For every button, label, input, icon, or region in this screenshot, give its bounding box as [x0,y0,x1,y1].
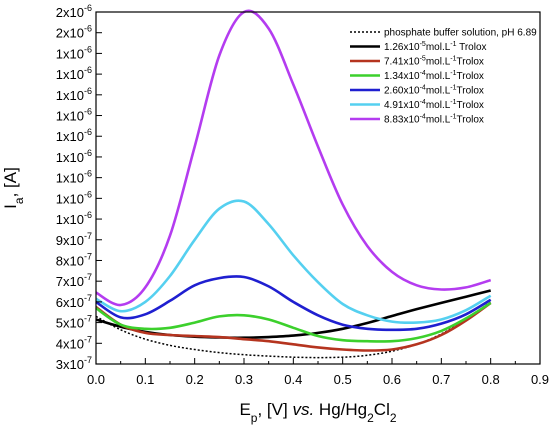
y-tick-label: 1x10-6 [56,148,92,165]
x-axis-title-sub: p [251,411,258,425]
x-tick-label: 0.3 [235,372,253,387]
legend-label-1: phosphate buffer solution, pH 6.89 [384,28,537,39]
series-line-4 [95,301,492,343]
y-tick-label: 2x10-6 [56,3,92,20]
series-line-7 [95,9,492,307]
y-tick-label: 1x10-6 [56,44,92,61]
x-tick-label: 0.2 [186,372,204,387]
x-axis-title-ref-b: Cl [374,400,390,419]
ticks-layer: 0.0 0.1 0.2 0.3 0.4 0.5 0.6 0.7 0.8 0.9 3x10-7 4x10… [56,3,549,387]
x-tick-label: 0.6 [383,372,401,387]
y-tick-label: 3x10-7 [56,355,92,372]
x-tick-label: 0.0 [87,372,105,387]
y-tick-label: 1x10-6 [56,189,92,206]
x-axis-title-italic: vs. [292,400,314,419]
x-tick-label: 0.5 [334,372,352,387]
x-axis-title-ref-sub2: 2 [390,411,397,425]
series-layer [95,9,492,359]
x-axis-title: Ep, [V] vs. Hg/Hg2Cl2 [239,400,396,425]
y-tick-label: 1x10-6 [56,107,92,124]
x-axis-title-ref-a: Hg/Hg [314,400,367,419]
y-tick-label: 6x10-7 [56,293,92,310]
x-axis-title-main: E [239,400,250,419]
x-tick-label: 0.4 [284,372,302,387]
y-axis-title: Ia, [A] [1,167,26,209]
y-tick-label: 8x10-7 [56,251,92,268]
y-tick-label: 1x10-6 [56,86,92,103]
y-axis-title-sub: a [12,197,26,204]
series-line-6 [95,199,492,325]
legend-label-6: 4.91x10-4mol.L-1Trolox [384,99,484,111]
x-tick-label: 0.9 [531,372,549,387]
y-tick-label: 1x10-6 [56,65,92,82]
y-axis-title-rest: , [A] [1,167,20,197]
legend-label-5: 2.60x10-4mol.L-1Trolox [384,85,484,97]
x-tick-label: 0.1 [136,372,154,387]
series-line-2 [95,289,492,340]
series-line-5 [95,275,492,332]
legend-label-2: 1.26x10-5mol.L-1 Trolox [384,41,487,53]
legend-label-3: 7.41x10-5mol.L-1Trolox [384,56,484,68]
legend-label-4: 1.34x10-4mol.L-1Trolox [384,70,484,82]
x-tick-label: 0.7 [432,372,450,387]
x-axis-title-rest: , [V] [257,400,292,419]
y-tick-label: 9x10-7 [56,231,92,248]
x-tick-label: 0.8 [482,372,500,387]
series-line-3 [95,301,492,352]
y-tick-label: 1x10-6 [56,210,92,227]
y-axis-title-main: I [1,204,20,209]
x-axis-title-ref-sub1: 2 [367,411,374,425]
y-tick-label: 4x10-7 [56,334,92,351]
y-tick-label: 2x10-6 [56,24,92,41]
y-tick-label: 1x10-6 [56,127,92,144]
y-tick-label: 7x10-7 [56,272,92,289]
legend-label-7: 8.83x10-4mol.L-1Trolox [384,114,484,126]
y-tick-label: 1x10-6 [56,169,92,186]
y-tick-label: 5x10-7 [56,314,92,331]
legend: phosphate buffer solution, pH 6.89 1.26x1… [350,28,537,126]
